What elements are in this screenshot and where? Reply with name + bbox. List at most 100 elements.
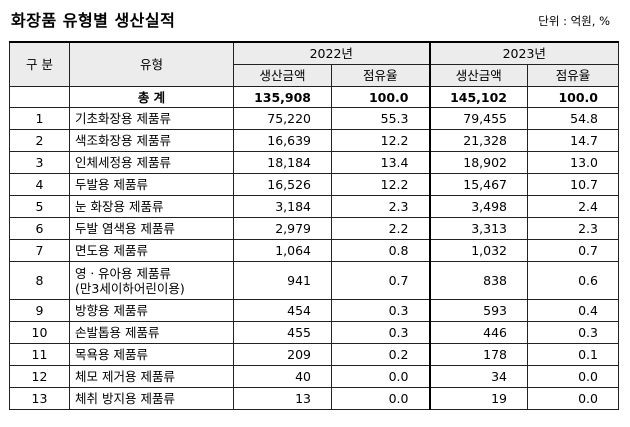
header-amount-2022: 생산금액 (233, 64, 332, 87)
unit-label: 단위 : 억원, % (538, 14, 610, 28)
row-amount-2023: 3,313 (428, 217, 528, 240)
row-number: 3 (9, 151, 70, 174)
row-number: 4 (9, 173, 70, 196)
row-type-line1: 영ㆍ유아용 제품류 (75, 265, 171, 281)
row-share-2022: 0.3 (331, 299, 430, 322)
table-row: 4 두발용 제품류 16,526 12.2 15,467 10.7 (9, 173, 619, 196)
row-amount-2022: 941 (233, 261, 332, 300)
row-type: 인체세정용 제품류 (69, 151, 234, 174)
row-amount-2022: 455 (233, 321, 332, 344)
total-amount-2023: 145,102 (428, 86, 528, 108)
row-amount-2023: 21,328 (428, 129, 528, 152)
header-amount-2023: 생산금액 (428, 64, 528, 87)
row-number: 11 (9, 343, 70, 366)
row-type: 두발용 제품류 (69, 173, 234, 196)
total-row: 총 계 135,908 100.0 145,102 100.0 (9, 86, 619, 108)
row-amount-2023: 15,467 (428, 173, 528, 196)
row-share-2022: 0.2 (331, 343, 430, 366)
row-type: 색조화장용 제품류 (69, 129, 234, 152)
row-type: 면도용 제품류 (69, 239, 234, 262)
row-amount-2023: 19 (428, 387, 528, 410)
row-number: 12 (9, 365, 70, 388)
row-share-2022: 55.3 (331, 107, 430, 130)
row-type: 영ㆍ유아용 제품류 (만3세이하어린이용) (69, 261, 234, 300)
row-share-2023: 0.0 (527, 387, 619, 410)
total-label: 총 계 (69, 86, 234, 108)
row-number: 9 (9, 299, 70, 322)
row-amount-2022: 16,639 (233, 129, 332, 152)
header-year-2023: 2023년 (428, 41, 619, 65)
row-number: 8 (9, 261, 70, 300)
row-type: 기초화장용 제품류 (69, 107, 234, 130)
production-table: 구 분 유형 2022년 2023년 생산금액 점유율 생산금액 점유율 총 계… (9, 41, 619, 410)
row-type: 체취 방지용 제품류 (69, 387, 234, 410)
row-type-line2: (만3세이하어린이용) (75, 280, 185, 296)
row-amount-2023: 1,032 (428, 239, 528, 262)
row-share-2022: 0.0 (331, 365, 430, 388)
row-share-2023: 0.0 (527, 365, 619, 388)
row-share-2023: 13.0 (527, 151, 619, 174)
table-row: 9 방향용 제품류 454 0.3 593 0.4 (9, 299, 619, 322)
row-number: 6 (9, 217, 70, 240)
row-amount-2023: 446 (428, 321, 528, 344)
header-share-2023: 점유율 (527, 64, 619, 87)
row-amount-2023: 593 (428, 299, 528, 322)
row-share-2022: 0.0 (331, 387, 430, 410)
row-number: 13 (9, 387, 70, 410)
page-title: 화장품 유형별 생산실적 (11, 11, 176, 30)
row-amount-2022: 13 (233, 387, 332, 410)
row-share-2022: 2.2 (331, 217, 430, 240)
row-type: 두발 염색용 제품류 (69, 217, 234, 240)
row-share-2022: 12.2 (331, 129, 430, 152)
table-row: 6 두발 염색용 제품류 2,979 2.2 3,313 2.3 (9, 217, 619, 240)
row-share-2023: 10.7 (527, 173, 619, 196)
row-amount-2023: 178 (428, 343, 528, 366)
header-category: 구 분 (9, 41, 70, 87)
row-share-2022: 2.3 (331, 195, 430, 218)
row-amount-2022: 75,220 (233, 107, 332, 130)
table-row: 10 손발톱용 제품류 455 0.3 446 0.3 (9, 321, 619, 344)
header-year-2022: 2022년 (233, 41, 430, 65)
row-amount-2023: 838 (428, 261, 528, 300)
row-number: 2 (9, 129, 70, 152)
row-share-2022: 13.4 (331, 151, 430, 174)
row-share-2022: 0.3 (331, 321, 430, 344)
row-amount-2022: 1,064 (233, 239, 332, 262)
row-amount-2022: 209 (233, 343, 332, 366)
table-row: 12 체모 제거용 제품류 40 0.0 34 0.0 (9, 365, 619, 388)
row-share-2023: 0.6 (527, 261, 619, 300)
row-number: 10 (9, 321, 70, 344)
table-row: 13 체취 방지용 제품류 13 0.0 19 0.0 (9, 387, 619, 410)
row-share-2022: 0.8 (331, 239, 430, 262)
row-type: 눈 화장용 제품류 (69, 195, 234, 218)
row-amount-2022: 2,979 (233, 217, 332, 240)
row-share-2023: 0.7 (527, 239, 619, 262)
row-share-2023: 2.4 (527, 195, 619, 218)
total-amount-2022: 135,908 (233, 86, 332, 108)
row-amount-2023: 18,902 (428, 151, 528, 174)
table-row: 11 목욕용 제품류 209 0.2 178 0.1 (9, 343, 619, 366)
row-share-2023: 0.4 (527, 299, 619, 322)
row-share-2023: 0.1 (527, 343, 619, 366)
row-amount-2022: 454 (233, 299, 332, 322)
row-share-2023: 0.3 (527, 321, 619, 344)
row-amount-2022: 3,184 (233, 195, 332, 218)
table-row: 7 면도용 제품류 1,064 0.8 1,032 0.7 (9, 239, 619, 262)
row-amount-2022: 16,526 (233, 173, 332, 196)
row-amount-2023: 34 (428, 365, 528, 388)
row-type: 목욕용 제품류 (69, 343, 234, 366)
row-amount-2023: 79,455 (428, 107, 528, 130)
row-number: 7 (9, 239, 70, 262)
total-share-2022: 100.0 (331, 86, 430, 108)
row-type: 체모 제거용 제품류 (69, 365, 234, 388)
header-type: 유형 (69, 41, 234, 87)
row-amount-2022: 40 (233, 365, 332, 388)
row-share-2023: 54.8 (527, 107, 619, 130)
row-number: 5 (9, 195, 70, 218)
table-row: 2 색조화장용 제품류 16,639 12.2 21,328 14.7 (9, 129, 619, 152)
row-amount-2022: 18,184 (233, 151, 332, 174)
total-share-2023: 100.0 (527, 86, 619, 108)
row-amount-2023: 3,498 (428, 195, 528, 218)
row-type: 방향용 제품류 (69, 299, 234, 322)
